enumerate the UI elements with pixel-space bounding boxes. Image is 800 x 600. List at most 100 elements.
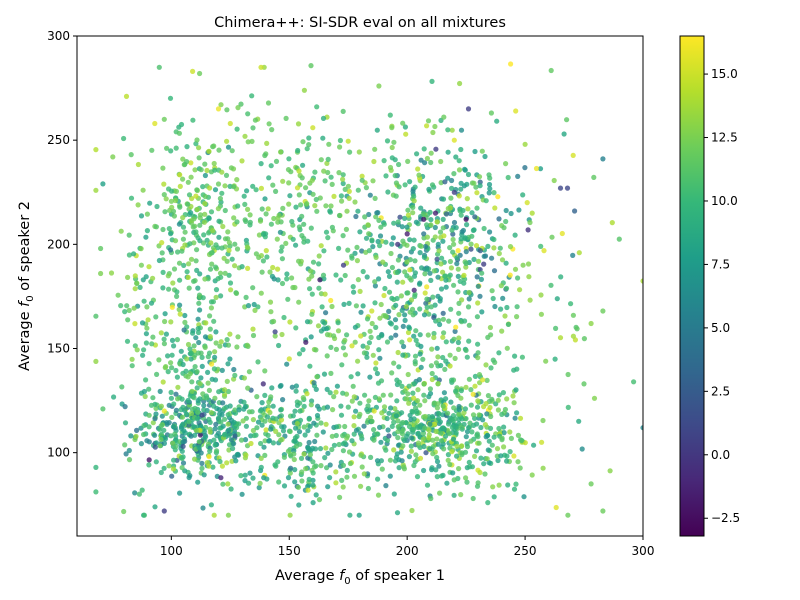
- scatter-point: [464, 429, 471, 435]
- scatter-point: [209, 261, 215, 267]
- scatter-point: [374, 370, 380, 377]
- scatter-point: [192, 456, 198, 462]
- scatter-point: [463, 384, 469, 390]
- scatter-point: [412, 291, 418, 297]
- scatter-point: [262, 368, 268, 374]
- scatter-point: [486, 438, 492, 444]
- scatter-point: [203, 434, 209, 440]
- scatter-point: [346, 449, 353, 455]
- scatter-point: [346, 300, 352, 306]
- scatter-point: [322, 178, 328, 184]
- scatter-point: [264, 254, 270, 260]
- scatter-point: [440, 196, 447, 202]
- scatter-point: [308, 63, 314, 69]
- scatter-point: [126, 307, 132, 313]
- scatter-point: [456, 346, 462, 352]
- scatter-point: [408, 443, 414, 449]
- scatter-point: [142, 393, 148, 400]
- scatter-point: [553, 504, 559, 511]
- scatter-point: [344, 467, 350, 473]
- scatter-point: [126, 232, 132, 238]
- scatter-point: [395, 429, 401, 435]
- scatter-point: [211, 437, 217, 443]
- scatter-point: [325, 450, 331, 456]
- scatter-point: [125, 274, 131, 280]
- scatter-point: [196, 145, 202, 151]
- scatter-point: [452, 328, 458, 334]
- scatter-point: [256, 485, 262, 491]
- scatter-point: [164, 145, 170, 151]
- scatter-point: [471, 256, 477, 262]
- scatter-point: [464, 444, 471, 450]
- scatter-point: [458, 146, 464, 153]
- scatter-point: [395, 219, 401, 225]
- scatter-point: [189, 379, 195, 385]
- scatter-point: [487, 186, 493, 192]
- scatter-point: [301, 403, 307, 409]
- scatter-point: [168, 395, 174, 401]
- scatter-point: [212, 167, 218, 173]
- scatter-point: [377, 424, 383, 430]
- scatter-point: [149, 147, 155, 153]
- scatter-point: [168, 198, 174, 204]
- scatter-point: [243, 423, 249, 429]
- scatter-point: [138, 262, 144, 268]
- scatter-point: [420, 211, 426, 217]
- scatter-point: [515, 459, 521, 465]
- scatter-point: [352, 199, 358, 205]
- scatter-point: [377, 243, 383, 249]
- scatter-point: [245, 303, 252, 309]
- scatter-point: [447, 431, 453, 437]
- scatter-point: [275, 266, 281, 272]
- scatter-point: [399, 307, 405, 313]
- scatter-point: [249, 93, 255, 99]
- scatter-point: [435, 381, 441, 387]
- scatter-point: [182, 319, 188, 325]
- scatter-point: [312, 438, 318, 445]
- scatter-point: [256, 254, 262, 260]
- scatter-point: [176, 306, 182, 313]
- scatter-point: [503, 161, 509, 167]
- scatter-point: [517, 465, 523, 471]
- scatter-point: [259, 422, 265, 428]
- scatter-point: [340, 180, 346, 187]
- scatter-point: [213, 287, 220, 293]
- scatter-point: [411, 381, 418, 387]
- scatter-point: [463, 249, 469, 255]
- scatter-point: [389, 370, 395, 376]
- scatter-point: [340, 448, 346, 454]
- scatter-point: [369, 238, 375, 244]
- scatter-point: [320, 272, 327, 278]
- scatter-point: [352, 339, 358, 345]
- scatter-point: [366, 398, 372, 404]
- scatter-point: [488, 332, 494, 338]
- scatter-point: [175, 384, 181, 390]
- scatter-point: [436, 317, 442, 323]
- scatter-point: [292, 435, 298, 441]
- scatter-point: [450, 436, 457, 442]
- scatter-point: [131, 305, 137, 311]
- scatter-point: [238, 101, 244, 107]
- scatter-point: [394, 279, 400, 285]
- scatter-point: [525, 261, 532, 267]
- scatter-point: [169, 473, 175, 479]
- scatter-point: [161, 116, 167, 122]
- scatter-point: [225, 144, 232, 150]
- scatter-point: [234, 452, 240, 458]
- scatter-point: [408, 297, 415, 303]
- scatter-point: [333, 469, 339, 475]
- scatter-point: [391, 419, 397, 425]
- scatter-point: [512, 266, 519, 272]
- scatter-point: [421, 146, 427, 152]
- scatter-point: [325, 484, 331, 490]
- scatter-point: [184, 269, 190, 275]
- scatter-point: [273, 158, 280, 164]
- scatter-point: [386, 273, 393, 279]
- scatter-point: [478, 424, 484, 431]
- scatter-point: [300, 162, 306, 168]
- scatter-point: [487, 404, 493, 411]
- scatter-point: [640, 425, 643, 431]
- scatter-point: [164, 420, 170, 426]
- scatter-point: [128, 433, 134, 439]
- scatter-point: [372, 279, 378, 285]
